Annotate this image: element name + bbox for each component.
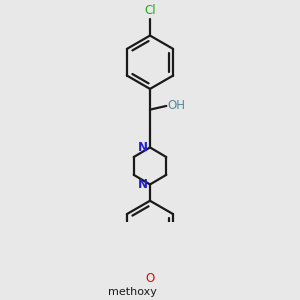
Text: OH: OH — [168, 99, 186, 112]
Text: Cl: Cl — [144, 4, 156, 17]
Text: O: O — [146, 272, 154, 285]
Text: N: N — [138, 141, 148, 154]
Text: methoxy: methoxy — [108, 287, 157, 297]
Text: N: N — [138, 178, 148, 191]
